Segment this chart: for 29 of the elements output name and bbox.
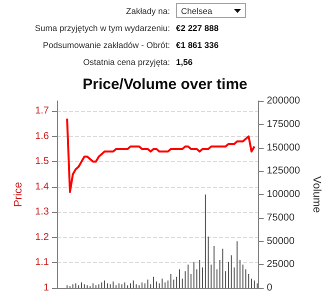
y2-tick-label: 200000 xyxy=(266,96,301,106)
chart-title: Price/Volume over time xyxy=(82,76,248,93)
text: Ostatnia cena przyjęta: xyxy=(82,56,171,66)
y-tick-label: 1.3 xyxy=(35,206,50,218)
y2-axis-title: Volume xyxy=(310,176,322,213)
y-tick-label: 1.1 xyxy=(35,257,50,268)
text: Podsumowanie zakładów - Obrót: xyxy=(42,40,171,50)
y2-tick-label: 150000 xyxy=(266,142,301,154)
text: €1 861 336 xyxy=(176,40,219,50)
y-tick-label: 1.7 xyxy=(35,106,50,117)
y-tick-label: 1.2 xyxy=(35,232,50,243)
text: 1,56 xyxy=(176,56,193,66)
y-tick-label: 1.4 xyxy=(35,181,50,192)
y2-tick-label: 0 xyxy=(266,282,273,294)
y-tick-label: 1.5 xyxy=(35,156,50,168)
y-tick-label: 1 xyxy=(43,282,50,294)
y2-tick-label: 175000 xyxy=(266,118,301,130)
y2-tick-label: 50000 xyxy=(266,236,295,247)
dropdown: Chelsea xyxy=(176,3,246,18)
y2-tick-label: 125000 xyxy=(266,166,301,177)
text: Zakłady na: xyxy=(125,6,171,16)
y2-tick-label: 75000 xyxy=(266,212,295,224)
y-tick-label: 1.6 xyxy=(35,130,50,142)
y-axis-title: Price xyxy=(12,182,25,208)
line-series xyxy=(66,118,256,193)
y2-tick-label: 100000 xyxy=(266,189,301,200)
y2-tick-label: 25000 xyxy=(266,259,295,270)
text: €2 227 888 xyxy=(176,22,219,32)
text: Suma przyjętych w tym wydarzeniu: xyxy=(34,22,171,32)
